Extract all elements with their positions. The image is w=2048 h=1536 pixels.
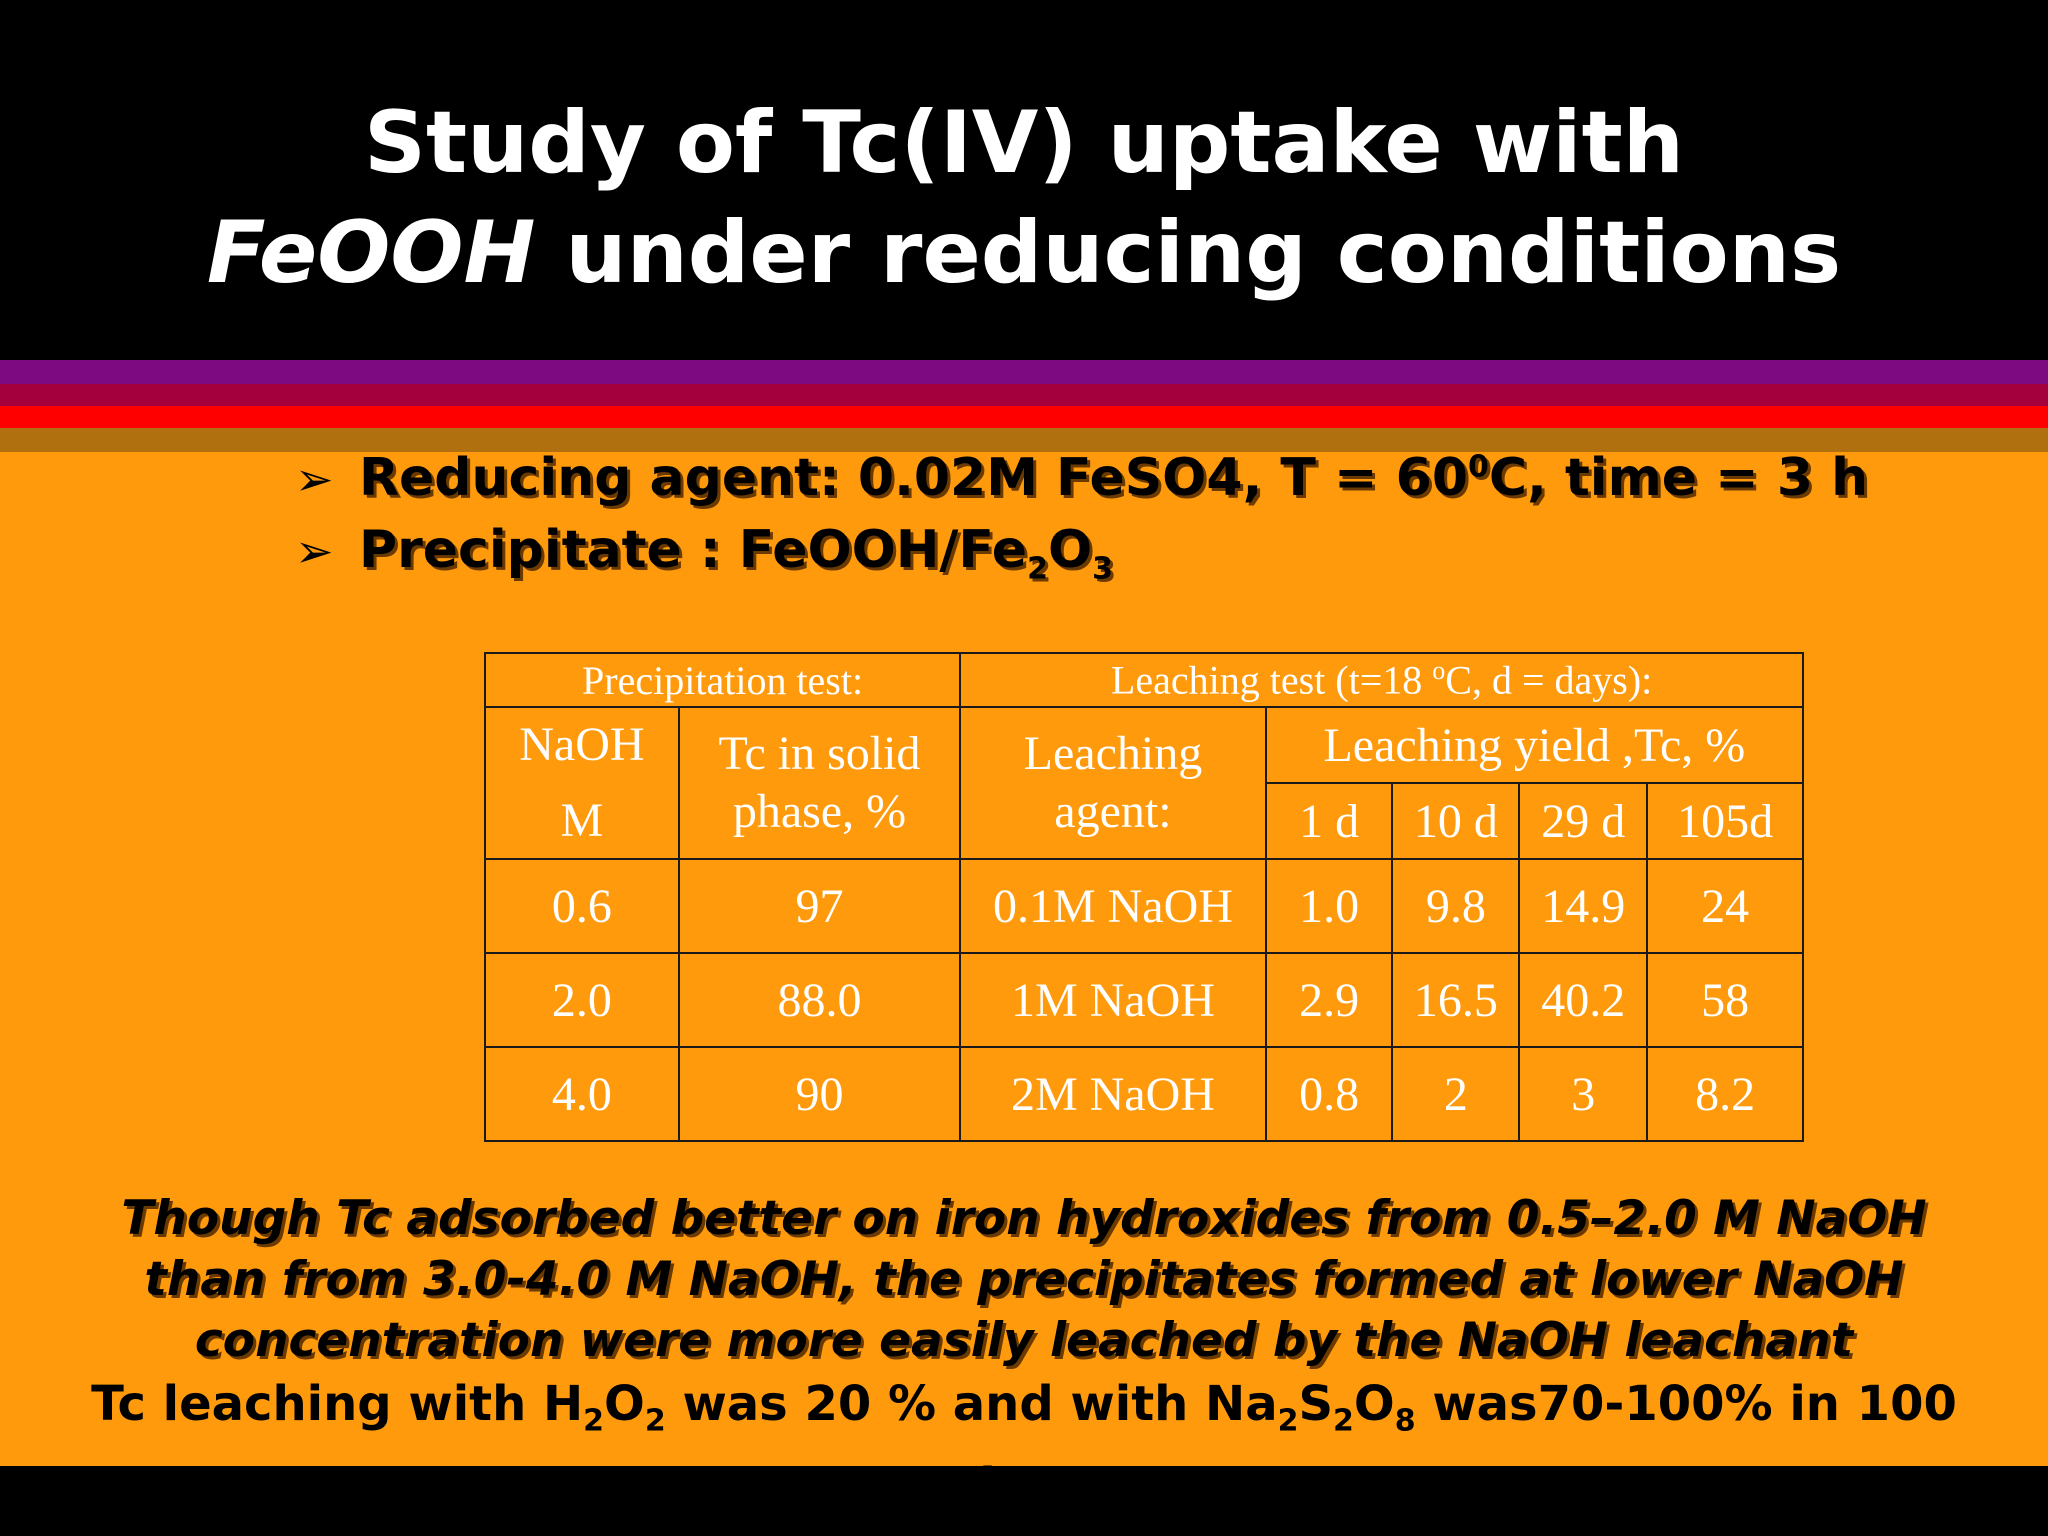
table-cell: 88.0 — [677, 952, 962, 1048]
table-cell: 0.6 — [484, 858, 680, 954]
table-row: 0.6 97 0.1M NaOH 1.0 9.8 14.9 24 — [484, 858, 1804, 954]
table-cell: 8.2 — [1646, 1046, 1804, 1142]
header-tc-solid-phase: Tc in solid phase, % — [677, 706, 962, 860]
table-cell: 9.8 — [1391, 858, 1521, 954]
table-cell: 90 — [677, 1046, 962, 1142]
header-day-1: 1 d — [1264, 782, 1394, 860]
table-cell: 24 — [1646, 858, 1804, 954]
table-cell: 1.0 — [1264, 858, 1394, 954]
table-cell: 40.2 — [1518, 952, 1649, 1048]
table-cell: 2 — [1391, 1046, 1521, 1142]
arrow-bullet-icon: ➢ — [295, 524, 334, 578]
header-day-10: 10 d — [1391, 782, 1521, 860]
table-column-header-row: NaOH M Tc in solid phase, % Leaching agent:… — [484, 706, 1805, 860]
slide-title: Study of Tc(IV) uptake with FeOOH under … — [0, 88, 2048, 308]
header-day-105: 105d — [1646, 782, 1804, 860]
note-line-1: Though Tc adsorbed better on iron hydrox… — [121, 1191, 1927, 1246]
header-naoh-m: NaOH M — [484, 706, 680, 860]
table-cell: 0.8 — [1264, 1046, 1394, 1142]
title-line-2-rest: under reducing conditions — [535, 203, 1842, 303]
table-cell: 14.9 — [1518, 858, 1649, 954]
summary-line-1: Tc leaching with H2O2 was 20 % and with … — [91, 1376, 1957, 1439]
brown-stripe — [0, 428, 2048, 452]
table-cell: 16.5 — [1391, 952, 1521, 1048]
header-leaching-agent: Leaching agent: — [959, 706, 1267, 860]
arrow-bullet-icon: ➢ — [295, 452, 334, 506]
table-cell: 3 — [1518, 1046, 1649, 1142]
bottom-bar — [0, 1466, 2048, 1536]
title-bar: Study of Tc(IV) uptake with FeOOH under … — [0, 0, 2048, 360]
title-italic-formula: FeOOH — [206, 203, 536, 303]
table-cell: 2.9 — [1264, 952, 1394, 1048]
crimson-stripe — [0, 384, 2048, 406]
purple-stripe — [0, 360, 2048, 384]
header-leaching-test: Leaching test (t=18 oC, d = days): — [959, 652, 1804, 708]
table-cell: 97 — [677, 858, 962, 954]
header-day-29: 29 d — [1518, 782, 1649, 860]
bullet-reducing-agent: ➢ Reducing agent: 0.02M FeSO4, T = 600C, … — [295, 448, 1869, 508]
table-cell: 1M NaOH — [959, 952, 1267, 1048]
header-leaching-yield: Leaching yield ,Tc, % — [1264, 706, 1805, 784]
title-line-1: Study of Tc(IV) uptake with — [364, 93, 1684, 193]
table-row: 4.0 90 2M NaOH 0.8 2 3 8.2 — [484, 1046, 1804, 1142]
table-row: 2.0 88.0 1M NaOH 2.9 16.5 40.2 58 — [484, 952, 1804, 1048]
table-cell: 0.1M NaOH — [959, 858, 1267, 954]
bullet-precipitate: ➢ Precipitate : FeOOH/Fe2O3 — [295, 520, 1114, 587]
header-precipitation-test: Precipitation test: — [483, 652, 962, 708]
table-cell: 58 — [1646, 952, 1804, 1048]
red-stripe — [0, 406, 2048, 428]
title-line-2: FeOOH under reducing conditions — [0, 198, 2048, 308]
table-cell: 2.0 — [484, 952, 680, 1048]
leaching-data-table: Precipitation test: Leaching test (t=18 … — [483, 652, 1805, 1142]
conclusion-note: Though Tc adsorbed better on iron hydrox… — [40, 1188, 2008, 1371]
note-line-2: than from 3.0-4.0 M NaOH, the precipitat… — [144, 1252, 1904, 1307]
bullet-list: ➢ Reducing agent: 0.02M FeSO4, T = 600C, … — [295, 448, 1868, 592]
table-cell: 2M NaOH — [959, 1046, 1267, 1142]
table-group-header-row: Precipitation test: Leaching test (t=18 … — [483, 652, 1804, 708]
table-cell: 4.0 — [484, 1046, 680, 1142]
table-days-header-row: 1 d 10 d 29 d 105d — [485, 782, 1804, 860]
note-line-3: concentration were more easily leached b… — [194, 1313, 1854, 1368]
